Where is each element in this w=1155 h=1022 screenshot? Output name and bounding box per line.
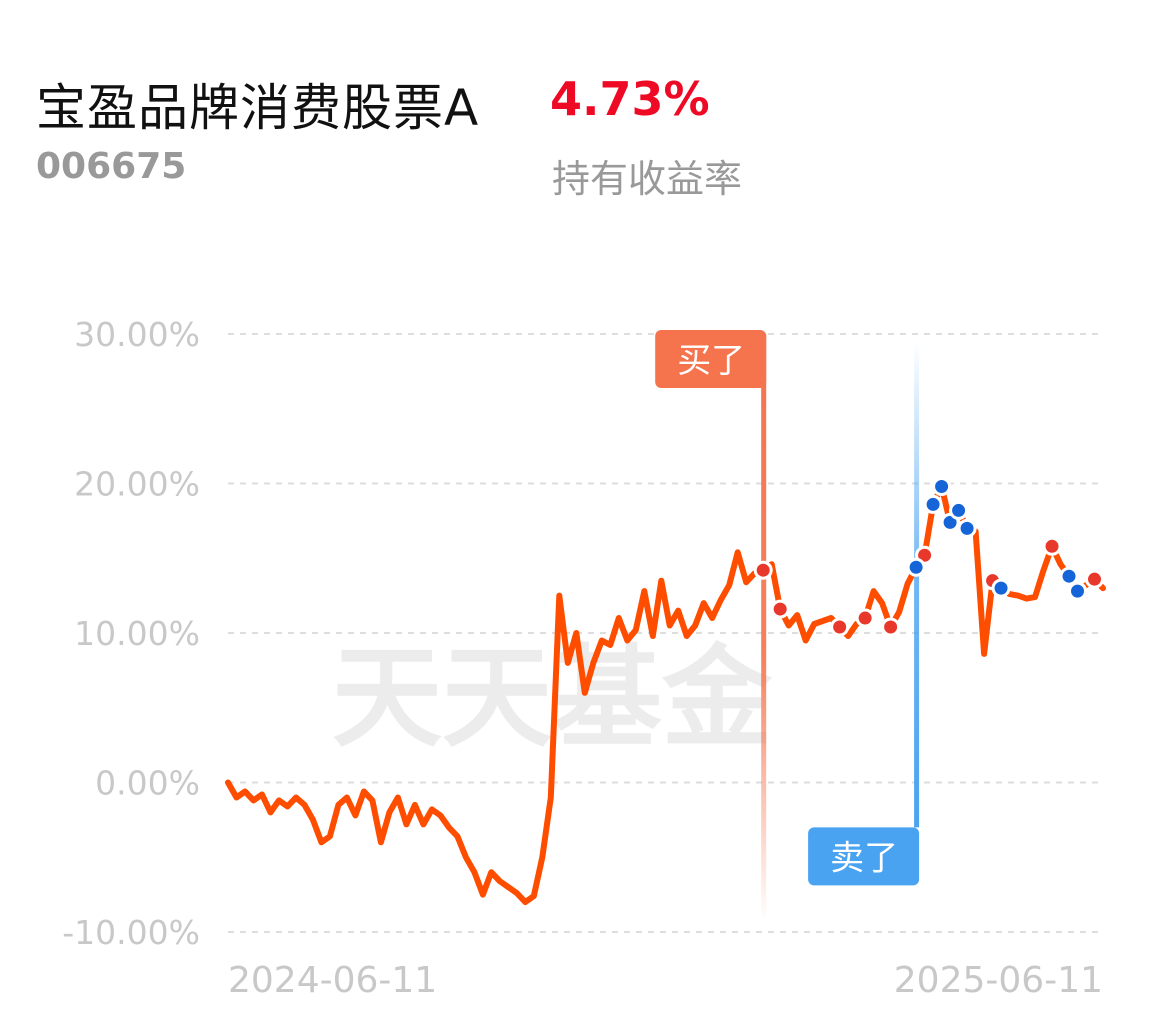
y-axis-ticks: 30.00% 20.00% 10.00% 0.00% -10.00% — [62, 315, 200, 952]
buy-marker-tag — [655, 330, 767, 388]
y-tick-label: 30.00% — [74, 315, 200, 354]
holding-return-value: 4.73% — [550, 72, 710, 126]
sell-point — [923, 494, 943, 514]
buy-point — [855, 608, 875, 628]
y-tick-label: 10.00% — [74, 614, 200, 653]
x-tick-label: 2024-06-11 — [228, 960, 437, 1001]
trade-points — [753, 476, 1105, 637]
fund-code: 006675 — [36, 146, 187, 187]
buy-point — [770, 599, 790, 619]
sell-point — [1059, 566, 1079, 586]
buy-marker-line — [761, 334, 767, 922]
sell-point — [991, 578, 1011, 598]
sell-marker-line — [914, 341, 920, 828]
buy-point — [1042, 536, 1062, 556]
sell-point — [957, 518, 977, 538]
sell-point — [1068, 581, 1088, 601]
x-axis-ticks: 2024-06-11 2025-06-11 — [228, 960, 1103, 1001]
holding-return-label: 持有收益率 — [552, 157, 743, 201]
sell-point — [932, 476, 952, 496]
buy-marker-label: 买了 — [677, 341, 745, 381]
buy-point — [753, 560, 773, 580]
fund-name: 宝盈品牌消费股票A — [36, 79, 480, 137]
buy-point — [830, 617, 850, 637]
sell-point — [949, 500, 969, 520]
buy-point — [881, 617, 901, 637]
y-tick-label: 20.00% — [74, 465, 200, 504]
y-tick-label: 0.00% — [95, 764, 200, 803]
x-tick-label: 2025-06-11 — [894, 960, 1103, 1001]
buy-point — [1085, 569, 1105, 589]
sell-marker-tag — [808, 827, 920, 886]
sell-point — [906, 557, 926, 577]
sell-marker-label: 卖了 — [830, 838, 898, 878]
y-tick-label: -10.00% — [62, 913, 200, 952]
